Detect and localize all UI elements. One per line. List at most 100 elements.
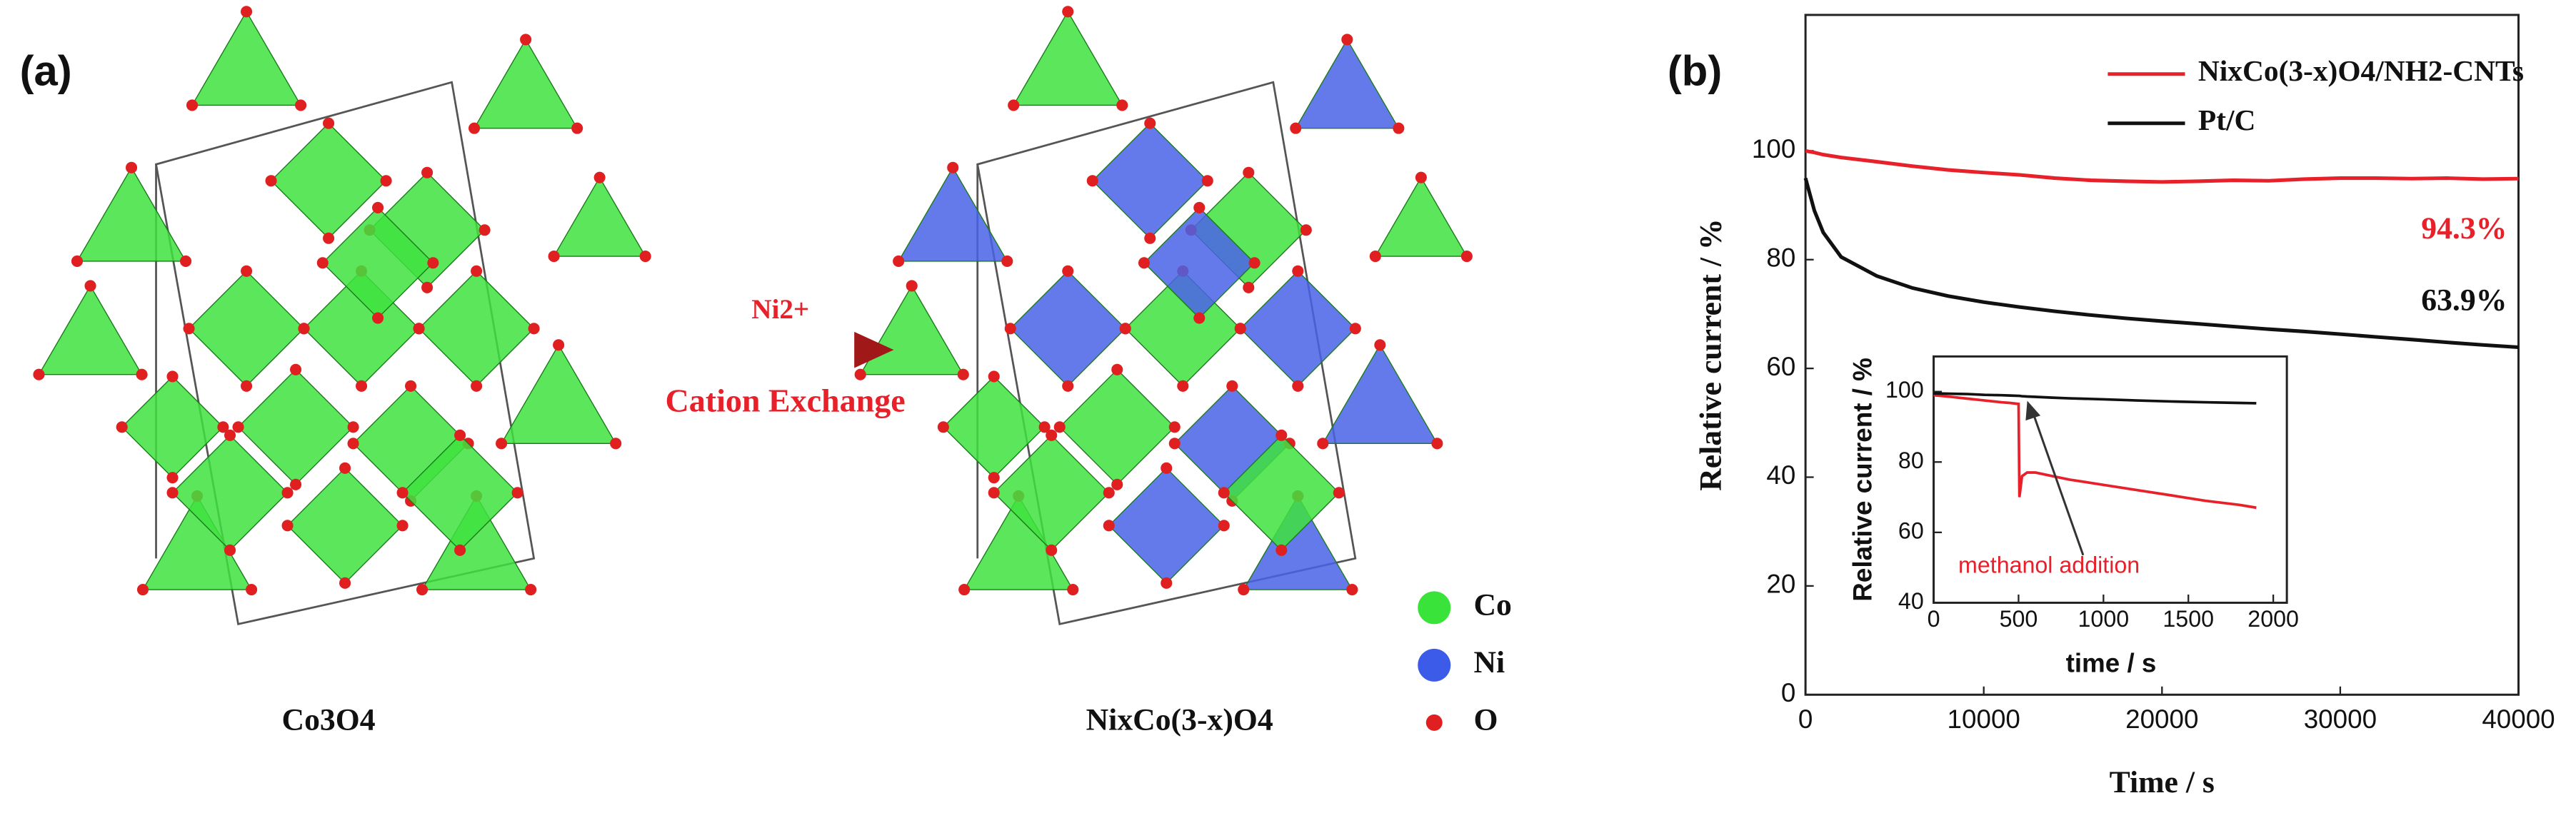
- oxygen-atom: [116, 421, 128, 433]
- structure-label: NixCo(3-x)O4: [1086, 702, 1273, 737]
- oxygen-atom: [468, 122, 481, 134]
- legend-label: Ni: [1473, 645, 1505, 680]
- oxygen-atom: [1393, 122, 1405, 134]
- oxygen-atom: [265, 175, 277, 187]
- oxygen-atom: [1248, 257, 1261, 269]
- oxygen-atom: [241, 6, 253, 18]
- oxygen-atom: [1226, 380, 1238, 392]
- y-tick-label: 80: [1766, 243, 1795, 272]
- polyhedron: [553, 176, 646, 257]
- x-tick-label: 10000: [1948, 705, 2020, 734]
- oxygen-atom: [471, 380, 483, 392]
- annotation: 63.9%: [2421, 283, 2507, 317]
- oxygen-atom: [1431, 438, 1443, 450]
- polyhedron: [1322, 343, 1438, 444]
- oxygen-atom: [1201, 175, 1213, 187]
- arrow-head: [854, 331, 894, 368]
- oxygen-atom: [33, 368, 45, 380]
- oxygen-atom: [571, 122, 583, 134]
- oxygen-atom: [396, 487, 409, 499]
- oxygen-atom: [290, 478, 302, 490]
- oxygen-atom: [1062, 380, 1074, 392]
- oxygen-atom: [1103, 487, 1115, 499]
- series-line: [1933, 393, 2257, 510]
- oxygen-atom: [1119, 323, 1131, 335]
- x-tick-label: 500: [2000, 606, 2038, 632]
- polyhedron: [1243, 495, 1353, 590]
- oxygen-atom: [413, 323, 425, 335]
- oxygen-atom: [1111, 478, 1123, 490]
- panel-label: (a): [20, 47, 72, 95]
- oxygen-atom: [405, 380, 417, 392]
- oxygen-atom: [1193, 312, 1206, 324]
- oxygen-atom: [854, 368, 866, 380]
- x-tick-label: 20000: [2125, 705, 2198, 734]
- oxygen-atom: [1243, 281, 1255, 293]
- oxygen-atom: [1008, 99, 1020, 111]
- oxygen-atom: [1138, 257, 1151, 269]
- polyhedron: [1009, 270, 1126, 387]
- oxygen-atom: [1243, 166, 1255, 178]
- y-tick-label: 20: [1766, 570, 1795, 599]
- x-tick-label: 0: [1798, 705, 1813, 734]
- polyhedron: [1295, 39, 1400, 129]
- oxygen-atom: [421, 166, 433, 178]
- polyhedron: [897, 166, 1008, 262]
- oxygen-atom: [1116, 99, 1128, 111]
- oxygen-atom: [454, 429, 466, 441]
- oxygen-atom: [1193, 201, 1206, 214]
- oxygen-atom: [1086, 175, 1098, 187]
- oxygen-atom: [1144, 117, 1156, 129]
- oxygen-atom: [290, 363, 302, 375]
- oxygen-atom: [84, 280, 96, 292]
- panel-label: (b): [1668, 47, 1722, 95]
- oxygen-atom: [525, 583, 537, 596]
- oxygen-atom: [372, 201, 384, 214]
- oxygen-atom: [1234, 323, 1246, 335]
- polyhedron: [1374, 176, 1468, 257]
- x-axis-title: Time / s: [2110, 765, 2215, 799]
- oxygen-atom: [298, 323, 310, 335]
- oxygen-atom: [553, 339, 565, 351]
- oxygen-atom: [186, 99, 199, 111]
- oxygen-atom: [1341, 34, 1353, 46]
- y-tick-label: 0: [1781, 678, 1795, 707]
- y-tick-label: 40: [1766, 460, 1795, 490]
- x-tick-label: 1500: [2162, 606, 2214, 632]
- oxygen-atom: [1374, 339, 1386, 351]
- oxygen-atom: [496, 438, 508, 450]
- oxygen-atom: [947, 161, 959, 173]
- annotation-arrow: [2031, 410, 2085, 556]
- legend-marker: [1425, 714, 1443, 731]
- oxygen-atom: [1046, 429, 1058, 441]
- oxygen-atom: [511, 487, 523, 499]
- oxygen-atom: [323, 232, 335, 244]
- oxygen-atom: [1276, 544, 1288, 556]
- oxygen-atom: [1046, 544, 1058, 556]
- oxygen-atom: [988, 487, 1000, 499]
- series-line: [1803, 177, 2519, 350]
- oxygen-atom: [893, 255, 905, 268]
- polyhedron: [1239, 270, 1356, 387]
- y-tick-label: 100: [1885, 377, 1924, 403]
- oxygen-atom: [416, 583, 429, 596]
- oxygen-atom: [1004, 323, 1016, 335]
- oxygen-atom: [1001, 255, 1013, 268]
- oxygen-atom: [1062, 6, 1074, 18]
- x-tick-label: 40000: [2482, 705, 2555, 734]
- oxygen-atom: [1062, 265, 1074, 277]
- oxygen-atom: [937, 421, 949, 433]
- oxygen-atom: [246, 583, 258, 596]
- legend-label: O: [1473, 702, 1498, 737]
- oxygen-atom: [988, 472, 1000, 484]
- oxygen-atom: [180, 255, 192, 268]
- y-tick-label: 80: [1898, 448, 1924, 473]
- oxygen-atom: [454, 544, 466, 556]
- oxygen-atom: [1177, 380, 1189, 392]
- oxygen-atom: [125, 161, 138, 173]
- oxygen-atom: [224, 544, 236, 556]
- oxygen-atom: [957, 368, 969, 380]
- y-tick-label: 60: [1766, 352, 1795, 381]
